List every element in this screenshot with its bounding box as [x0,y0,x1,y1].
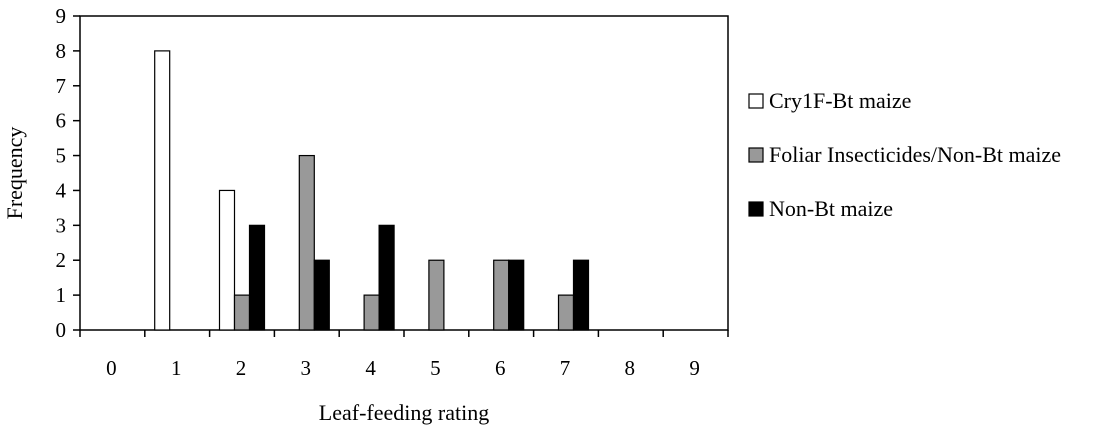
legend-swatch [748,147,764,163]
y-tick-label: 6 [56,109,67,133]
bar-non-bt-maize-7 [572,259,590,331]
legend-label: Non-Bt maize [769,196,893,221]
x-axis-ticks: 0 1 2 3 4 5 6 7 8 9 [79,330,729,380]
bar-foliar-insecticides-non-bt-maize-6 [493,259,510,331]
bars [154,50,590,331]
y-tick-label: 8 [56,39,67,63]
plot-frame [79,15,729,331]
x-tick-label: 1 [171,356,182,380]
bar-foliar-insecticides-non-bt-maize-3 [298,154,315,331]
x-tick-label: 7 [560,356,571,380]
y-axis-title: Frequency [2,127,27,220]
legend-swatch [748,93,764,109]
plot-area [79,15,729,331]
y-tick-label: 4 [56,178,67,202]
x-tick-label: 3 [301,356,312,380]
x-tick-label: 0 [106,356,117,380]
bar-foliar-insecticides-non-bt-maize-2 [233,294,251,331]
y-tick-label: 3 [56,213,67,237]
x-tick-label: 6 [495,356,506,380]
y-tick-label: 1 [56,283,67,307]
x-tick-label: 5 [430,356,441,380]
y-axis-ticks: 0 1 2 3 4 5 6 7 8 9 [56,4,80,342]
y-tick-label: 0 [56,318,67,342]
bar-cry1f-bt-maize-2 [218,189,236,331]
y-tick-label: 5 [56,144,67,168]
x-tick-label: 9 [689,356,700,380]
y-tick-label: 9 [56,4,67,28]
x-axis-title: Leaf-feeding rating [319,400,489,425]
x-tick-label: 2 [236,356,247,380]
x-tick-label: 4 [365,356,376,380]
x-tick-label: 8 [625,356,636,380]
y-tick-label: 2 [56,248,67,272]
bar-foliar-insecticides-non-bt-maize-4 [363,294,380,331]
legend-swatch [748,201,764,217]
bar-cry1f-bt-maize-1 [154,50,171,331]
bar-foliar-insecticides-non-bt-maize-7 [557,294,575,331]
bar-foliar-insecticides-non-bt-maize-5 [428,259,445,331]
legend-label: Cry1F-Bt maize [769,88,911,113]
bar-non-bt-maize-3 [313,259,330,331]
legend: Cry1F-Bt maize Foliar Insecticides/Non-Bt… [748,88,1061,221]
y-tick-label: 7 [56,74,67,98]
bar-non-bt-maize-2 [248,224,266,331]
legend-label: Foliar Insecticides/Non-Bt maize [769,142,1061,167]
bar-non-bt-maize-4 [378,224,395,331]
bar-non-bt-maize-6 [508,259,525,331]
